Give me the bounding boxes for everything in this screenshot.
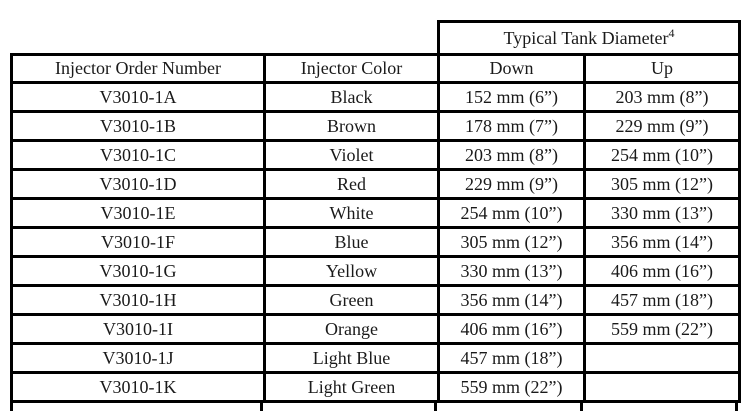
table-row: V3010-1H Green 356 mm (14”) 457 mm (18”): [10, 284, 741, 316]
order-cell: V3010-1J: [10, 342, 266, 374]
down-cell: 152 mm (6”): [437, 81, 586, 113]
blank-cell: [265, 22, 439, 55]
color-cell: Orange: [263, 313, 440, 345]
down-cell: 203 mm (8”): [437, 139, 586, 171]
up-cell: 356 mm (14”): [583, 226, 741, 258]
order-cell: V3010-1E: [10, 197, 266, 229]
order-cell: V3010-1A: [10, 81, 266, 113]
column-header-row: Injector Order Number Injector Color Dow…: [10, 53, 741, 84]
order-cell: V3010-1H: [10, 284, 266, 316]
table-row: V3010-1K Light Green 559 mm (22”): [10, 371, 741, 403]
table-row: V3010-1A Black 152 mm (6”) 203 mm (8”): [10, 81, 741, 113]
color-cell: Light Green: [263, 371, 440, 403]
col-header-up: Up: [583, 53, 741, 84]
color-cell: Black: [263, 81, 440, 113]
color-cell: Brown: [263, 110, 440, 142]
color-cell: Green: [263, 284, 440, 316]
table-row: V3010-1I Orange 406 mm (16”) 559 mm (22”…: [10, 313, 741, 345]
order-cell: V3010-1F: [10, 226, 266, 258]
up-cell: [583, 342, 741, 374]
typical-tank-diameter-label: Typical Tank Diameter: [503, 27, 669, 48]
table-row: V3010-1B Brown 178 mm (7”) 229 mm (9”): [10, 110, 741, 142]
rule-stub: [10, 401, 13, 411]
table-row: V3010-1C Violet 203 mm (8”) 254 mm (10”): [10, 139, 741, 171]
table-row: V3010-1E White 254 mm (10”) 330 mm (13”): [10, 197, 741, 229]
down-cell: 330 mm (13”): [437, 255, 586, 287]
col-header-order-number: Injector Order Number: [10, 53, 266, 84]
table-row: V3010-1F Blue 305 mm (12”) 356 mm (14”): [10, 226, 741, 258]
footnote-marker: 4: [668, 25, 675, 40]
order-cell: V3010-1B: [10, 110, 266, 142]
color-cell: Violet: [263, 139, 440, 171]
order-cell: V3010-1K: [10, 371, 266, 403]
order-cell: V3010-1C: [10, 139, 266, 171]
order-cell: V3010-1G: [10, 255, 266, 287]
up-cell: 559 mm (22”): [583, 313, 741, 345]
col-header-down: Down: [437, 53, 586, 84]
up-cell: 330 mm (13”): [583, 197, 741, 229]
order-cell: V3010-1D: [10, 168, 266, 200]
down-cell: 559 mm (22”): [437, 371, 586, 403]
up-cell: 406 mm (16”): [583, 255, 741, 287]
typical-tank-diameter-header: Typical Tank Diameter4: [437, 20, 741, 56]
down-cell: 457 mm (18”): [437, 342, 586, 374]
span-header-row: Typical Tank Diameter4: [12, 20, 741, 56]
down-cell: 356 mm (14”): [437, 284, 586, 316]
table-row: V3010-1D Red 229 mm (9”) 305 mm (12”): [10, 168, 741, 200]
col-header-injector-color: Injector Color: [263, 53, 440, 84]
rule-stub: [434, 401, 437, 411]
blank-cell: [12, 22, 265, 55]
down-cell: 254 mm (10”): [437, 197, 586, 229]
up-cell: 203 mm (8”): [583, 81, 741, 113]
up-cell: 305 mm (12”): [583, 168, 741, 200]
up-cell: 457 mm (18”): [583, 284, 741, 316]
rule-stub: [735, 401, 738, 411]
rule-stub: [580, 401, 583, 411]
down-cell: 178 mm (7”): [437, 110, 586, 142]
rule-stub: [260, 401, 263, 411]
down-cell: 406 mm (16”): [437, 313, 586, 345]
color-cell: Light Blue: [263, 342, 440, 374]
down-cell: 305 mm (12”): [437, 226, 586, 258]
color-cell: White: [263, 197, 440, 229]
color-cell: Blue: [263, 226, 440, 258]
up-cell: 229 mm (9”): [583, 110, 741, 142]
order-cell: V3010-1I: [10, 313, 266, 345]
color-cell: Red: [263, 168, 440, 200]
down-cell: 229 mm (9”): [437, 168, 586, 200]
up-cell: 254 mm (10”): [583, 139, 741, 171]
up-cell: [583, 371, 741, 403]
color-cell: Yellow: [263, 255, 440, 287]
injector-spec-table: Typical Tank Diameter4 Injector Order Nu…: [10, 20, 741, 403]
table-row: V3010-1J Light Blue 457 mm (18”): [10, 342, 741, 374]
table-row: V3010-1G Yellow 330 mm (13”) 406 mm (16”…: [10, 255, 741, 287]
